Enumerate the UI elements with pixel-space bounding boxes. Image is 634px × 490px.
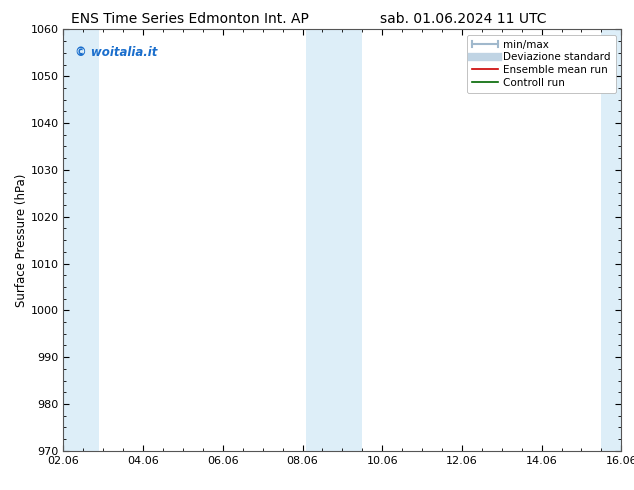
Bar — [63, 29, 100, 451]
Bar — [306, 29, 362, 451]
Y-axis label: Surface Pressure (hPa): Surface Pressure (hPa) — [15, 173, 28, 307]
Text: © woitalia.it: © woitalia.it — [75, 46, 157, 59]
Text: ENS Time Series Edmonton Int. AP: ENS Time Series Edmonton Int. AP — [71, 12, 309, 26]
Legend: min/max, Deviazione standard, Ensemble mean run, Controll run: min/max, Deviazione standard, Ensemble m… — [467, 35, 616, 93]
Bar — [602, 29, 621, 451]
Text: sab. 01.06.2024 11 UTC: sab. 01.06.2024 11 UTC — [380, 12, 546, 26]
